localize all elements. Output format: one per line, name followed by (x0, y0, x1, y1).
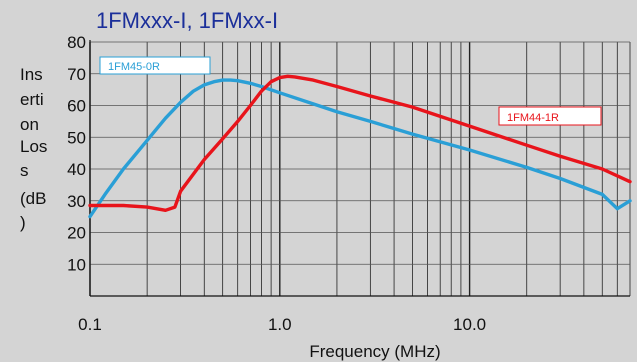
legend-box-2 (498, 106, 602, 126)
y-label-line: erti (20, 90, 44, 109)
grid (89, 41, 631, 296)
y-label-line: Los (20, 137, 47, 156)
y-tick-label: 20 (67, 224, 86, 243)
x-tick-label: 0.1 (78, 315, 102, 334)
axes (89, 40, 630, 297)
legend-box-1 (99, 56, 211, 75)
y-label-line: on (20, 115, 39, 134)
legend: 1FM45-0R 1FM44-1R (99, 56, 602, 126)
x-tick-label: 10.0 (453, 315, 486, 334)
y-label-line: ) (20, 213, 26, 232)
series-line-2 (88, 74, 632, 212)
legend-label-1: 1FM45-0R (108, 61, 160, 73)
y-tick-label: 50 (67, 128, 86, 147)
legend-label-2: 1FM44-1R (507, 112, 559, 124)
y-tick-label: 10 (67, 255, 86, 274)
series-lines (88, 74, 632, 219)
x-tick-label: 1.0 (268, 315, 292, 334)
y-tick-label: 80 (67, 33, 86, 52)
x-axis-label: Frequency (MHz) (309, 342, 440, 361)
y-label-line: s (20, 161, 29, 180)
chart-title: 1FMxxx-I, 1FMxx-I (96, 8, 278, 33)
y-tick-label: 40 (67, 160, 86, 179)
y-axis-label: Ins erti on Los s (dB) (20, 65, 47, 232)
series-line-1 (88, 78, 632, 219)
y-label-line: (dB (20, 189, 46, 208)
y-tick-label: 60 (67, 97, 86, 116)
y-tick-label: 30 (67, 192, 86, 211)
y-tick-label: 70 (67, 65, 86, 84)
tick-labels: 10 20 30 40 50 60 70 80 0.1 1.0 10.0 (67, 33, 486, 334)
y-label-line: Ins (20, 65, 43, 84)
